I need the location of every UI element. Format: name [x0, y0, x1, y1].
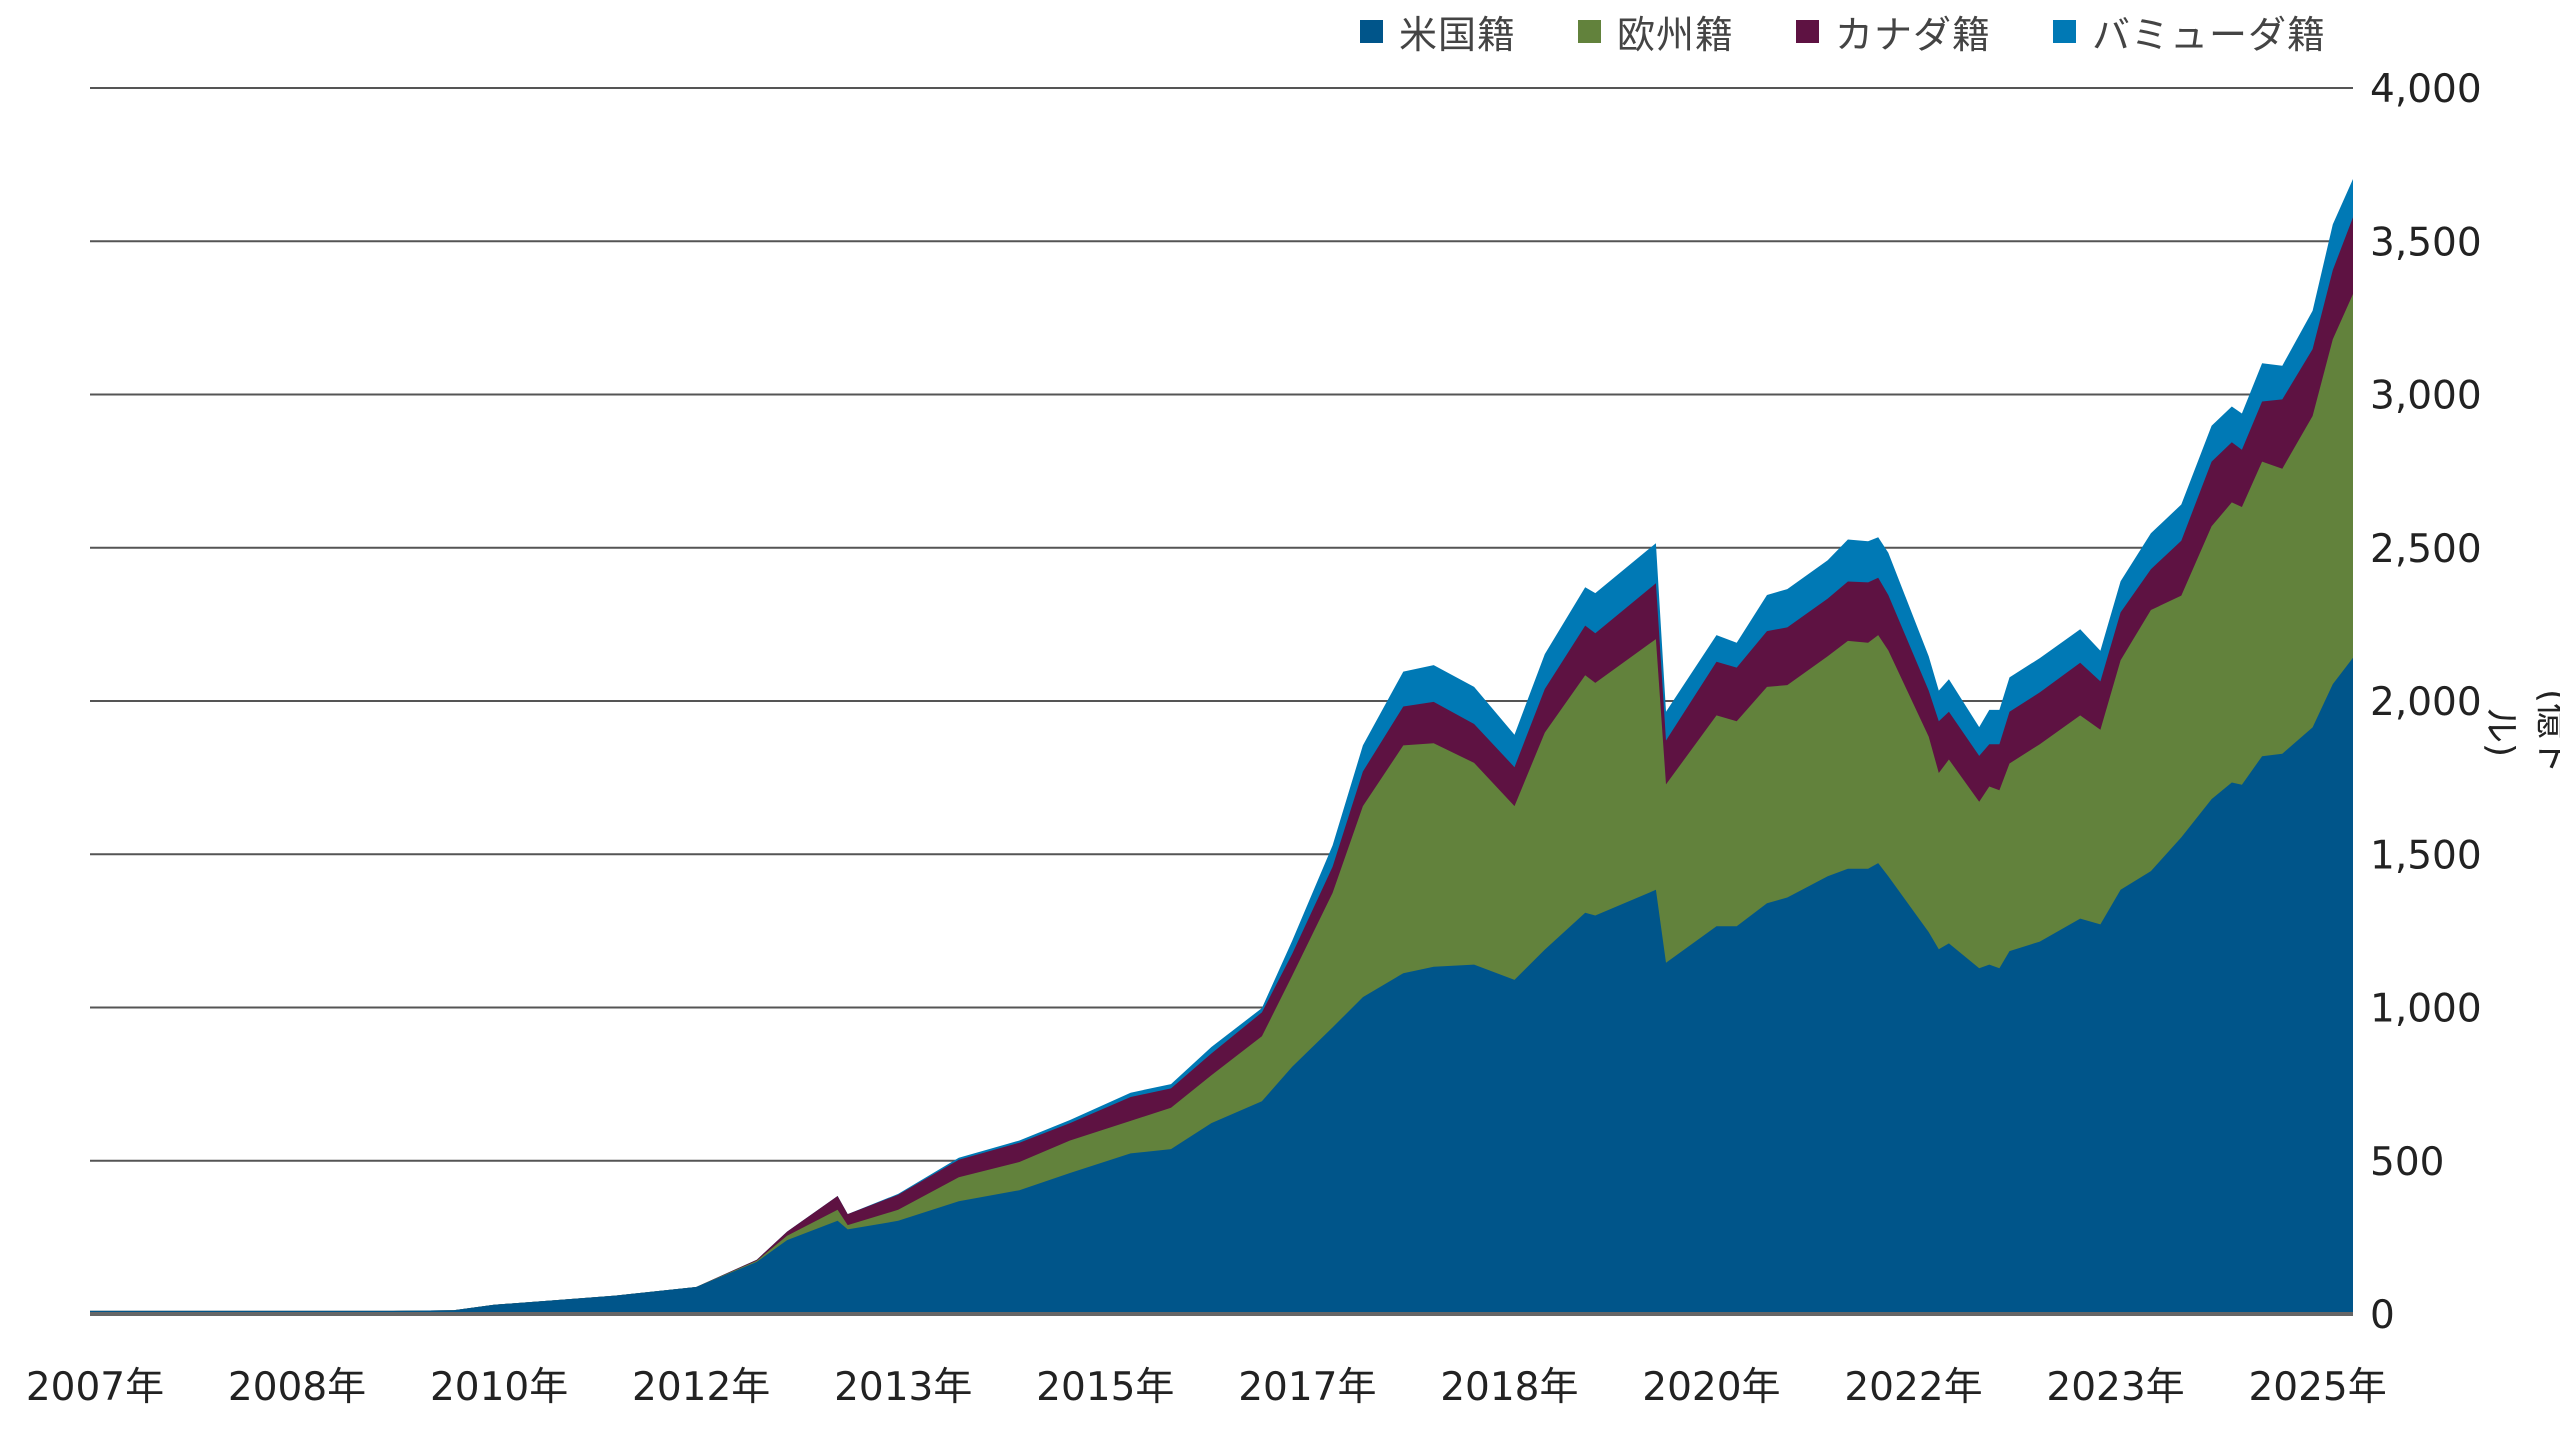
y-tick-label: 0 [2370, 1293, 2395, 1338]
legend-swatch-bermuda [2053, 19, 2077, 43]
legend-item-bermuda: バミューダ籍 [2053, 4, 2326, 59]
x-tick-label: 2013年 [834, 1365, 972, 1410]
y-tick-label: 1,500 [2370, 833, 2482, 878]
x-tick-label: 2017年 [1238, 1365, 1376, 1410]
x-tick-label: 2010年 [430, 1365, 568, 1410]
legend-item-canada: カナダ籍 [1796, 4, 1991, 59]
y-tick-label: 4,000 [2370, 67, 2482, 112]
legend-swatch-europe [1578, 19, 1602, 43]
y-tick-label: 2,500 [2370, 527, 2482, 572]
legend-label-us: 米国籍 [1399, 12, 1517, 57]
x-tick-label: 2023年 [2046, 1365, 2184, 1410]
x-tick-label: 2022年 [1844, 1365, 1982, 1410]
x-axis-tick-labels: 2007年 2008年 2010年 2012年 2013年 2015年 2017年 2018年… [26, 1365, 2387, 1410]
legend-item-europe: 欧州籍 [1578, 4, 1734, 59]
y-tick-label: 1,000 [2370, 987, 2482, 1032]
x-tick-label: 2007年 [26, 1365, 164, 1410]
legend-label-canada: カナダ籍 [1835, 12, 1992, 57]
y-tick-label: 500 [2370, 1140, 2444, 1185]
y-tick-label: 2,000 [2370, 680, 2482, 725]
legend-label-europe: 欧州籍 [1617, 12, 1735, 57]
area-series [90, 179, 2353, 1314]
x-tick-label: 2012年 [632, 1365, 770, 1410]
legend-label-bermuda: バミューダ籍 [2092, 12, 2327, 57]
y-tick-label: 3,500 [2370, 220, 2482, 265]
area-us [90, 657, 2353, 1314]
legend: 米国籍 欧州籍 カナダ籍 バミューダ籍 [1360, 4, 2326, 59]
x-tick-label: 2025年 [2248, 1365, 2386, 1410]
x-tick-label: 2015年 [1036, 1365, 1174, 1410]
y-tick-label: 3,000 [2370, 374, 2482, 419]
legend-item-us: 米国籍 [1360, 4, 1516, 59]
y-axis-tick-labels: 0 500 1,000 1,500 2,000 2,500 3,000 3,500 4,000 [2370, 67, 2482, 1338]
x-tick-label: 2018年 [1440, 1365, 1578, 1410]
x-tick-label: 2008年 [228, 1365, 366, 1410]
gridlines [90, 87, 2353, 1162]
x-tick-label: 2020年 [1642, 1365, 1780, 1410]
legend-swatch-us [1360, 19, 1383, 43]
y-axis-title: (億ドル) [2480, 688, 2560, 776]
legend-swatch-canada [1796, 19, 1820, 43]
